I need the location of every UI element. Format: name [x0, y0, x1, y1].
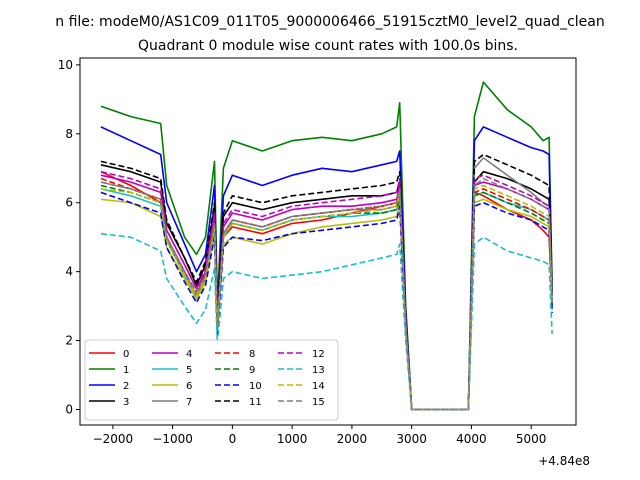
legend-label-10: 10	[249, 381, 262, 392]
legend-label-1: 1	[123, 365, 129, 376]
series-line-6	[100, 198, 553, 411]
y-tick-label: 8	[65, 127, 73, 141]
legend-label-2: 2	[123, 381, 129, 392]
series-line-15	[100, 177, 553, 411]
legend-label-12: 12	[312, 349, 325, 360]
x-tick-label: 0	[229, 432, 237, 446]
series-line-14	[100, 184, 553, 411]
legend-label-13: 13	[312, 365, 325, 376]
x-tick-label: 4000	[456, 432, 487, 446]
legend-label-15: 15	[312, 397, 325, 408]
legend-box	[84, 339, 339, 421]
legend-label-5: 5	[186, 365, 192, 376]
series-line-3	[100, 164, 553, 411]
series-line-13	[100, 232, 553, 411]
series-line-12	[100, 170, 553, 411]
x-axis: −2000 −1000 0 1000 2000 3000 4000 5000	[93, 425, 547, 446]
chart-title: Quadrant 0 module wise count rates with …	[138, 38, 518, 54]
legend-label-4: 4	[186, 349, 192, 360]
y-tick-label: 6	[65, 196, 73, 210]
legend-label-0: 0	[123, 349, 129, 360]
x-tick-label: 1000	[277, 432, 308, 446]
x-offset-label: +4.84e8	[538, 454, 590, 468]
x-tick-label: −2000	[93, 432, 134, 446]
series-line-2	[100, 126, 553, 411]
y-tick-label: 10	[58, 58, 73, 72]
x-tick-label: 3000	[396, 432, 427, 446]
x-tick-label: −1000	[152, 432, 193, 446]
legend-label-11: 11	[249, 397, 262, 408]
y-tick-label: 2	[65, 334, 73, 348]
x-tick-label: 2000	[337, 432, 368, 446]
legend-label-6: 6	[186, 381, 192, 392]
figure-suptitle: n file: modeM0/AS1C09_011T05_9000006466_…	[55, 14, 604, 30]
legend-label-7: 7	[186, 397, 192, 408]
series-line-11	[100, 153, 553, 411]
plot-lines	[100, 81, 553, 411]
y-tick-label: 4	[65, 265, 73, 279]
axes-frame	[79, 57, 577, 426]
legend-label-9: 9	[249, 365, 255, 376]
x-tick-label: 5000	[516, 432, 547, 446]
y-axis: 0 2 4 6 8 10	[58, 58, 80, 416]
series-line-4	[100, 174, 553, 411]
legend-label-14: 14	[312, 381, 325, 392]
legend-label-3: 3	[123, 397, 129, 408]
y-tick-label: 0	[65, 402, 73, 416]
series-line-1	[100, 81, 553, 411]
legend-label-8: 8	[249, 349, 255, 360]
